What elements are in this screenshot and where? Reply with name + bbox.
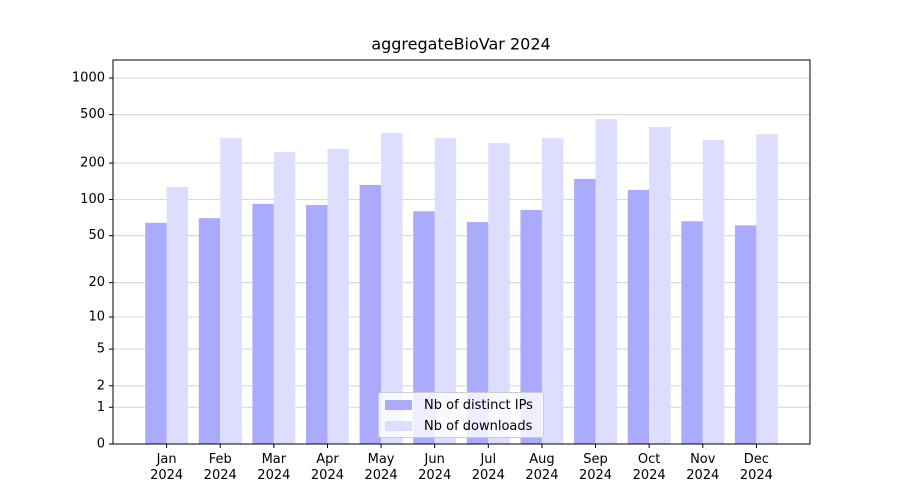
x-tick-label: May 2024	[364, 452, 398, 483]
bar	[681, 221, 703, 444]
bar	[359, 184, 382, 444]
bar	[381, 133, 403, 444]
x-tick-label: Jun 2024	[418, 452, 452, 483]
x-tick-label: Apr 2024	[310, 452, 344, 483]
bar	[220, 138, 242, 444]
bar	[520, 209, 542, 444]
bar	[327, 149, 349, 444]
plot-frame	[112, 59, 811, 445]
bar	[541, 138, 564, 444]
bar	[198, 218, 221, 444]
x-tick-label: Nov 2024	[686, 452, 720, 483]
bar	[574, 178, 596, 444]
bar	[734, 225, 757, 444]
bar	[252, 203, 274, 444]
y-tick-label: 10	[88, 309, 105, 324]
bar	[649, 127, 671, 445]
legend-label: Nb of distinct IPs	[424, 397, 533, 413]
chart-title: aggregateBioVar 2024	[371, 35, 550, 54]
legend-swatch	[385, 400, 412, 410]
y-tick-label: 5	[97, 342, 105, 357]
bar	[273, 152, 296, 444]
y-tick-label: 200	[80, 156, 105, 171]
bar	[488, 143, 510, 444]
y-tick-label: 50	[88, 228, 105, 243]
bar	[145, 222, 167, 444]
bar	[702, 140, 725, 444]
x-tick-label: Feb 2024	[203, 452, 237, 483]
legend-item: Nb of downloads	[385, 418, 532, 434]
legend-swatch	[385, 421, 412, 431]
bar	[466, 222, 489, 444]
legend: Nb of distinct IPs Nb of downloads	[378, 392, 544, 438]
x-tick-label: Jul 2024	[471, 452, 505, 483]
legend-label: Nb of downloads	[424, 418, 533, 434]
bar	[434, 138, 457, 444]
y-tick-label: 100	[80, 192, 105, 207]
x-tick-label: Sep 2024	[578, 452, 613, 483]
y-tick-label: 1	[97, 400, 105, 415]
bar	[756, 134, 778, 445]
bar	[627, 189, 650, 444]
x-tick-label: Jan 2024	[150, 452, 184, 483]
bar	[166, 186, 189, 444]
y-tick-label: 500	[80, 107, 105, 122]
legend-item: Nb of distinct IPs	[385, 397, 533, 413]
y-tick-label: 0	[97, 437, 105, 452]
x-tick-label: Oct 2024	[632, 452, 666, 483]
bar	[413, 211, 435, 444]
bar	[306, 205, 328, 444]
x-tick-label: Dec 2024	[739, 452, 773, 483]
y-tick-label: 20	[88, 275, 105, 290]
y-tick-label: 2	[97, 378, 105, 393]
x-tick-label: Mar 2024	[257, 452, 291, 483]
bar	[595, 119, 617, 445]
x-tick-label: Aug 2024	[525, 452, 559, 483]
y-tick-label: 1000	[72, 70, 105, 85]
